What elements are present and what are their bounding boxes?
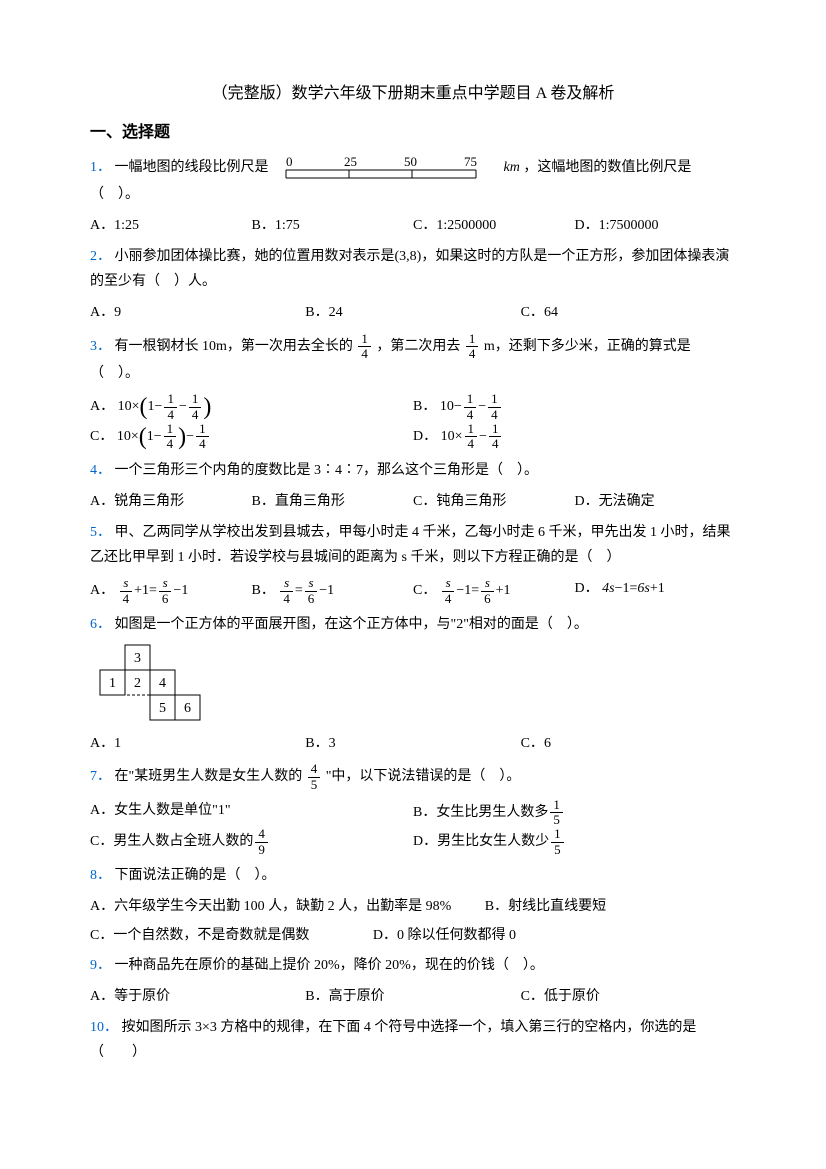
svg-text:5: 5 [159, 701, 166, 716]
option-a: A．锐角三角形 [90, 489, 252, 514]
option-c: C．钝角三角形 [413, 489, 575, 514]
option-b: B．高于原价 [305, 984, 520, 1009]
option-a: A．9 [90, 300, 305, 325]
question-text: 在"某班男生人数是女生人数的 [115, 769, 303, 784]
fraction: 45 [308, 762, 321, 792]
question-6: 6． 如图是一个正方体的平面展开图，在这个正方体中，与"2"相对的面是（ ）。 [90, 612, 736, 637]
question-number: 10． [90, 1020, 118, 1035]
option-b: B． 10−14−14 [413, 392, 736, 422]
option-b: B．1:75 [252, 213, 414, 238]
svg-text:75: 75 [464, 154, 477, 169]
option-c: C．1:2500000 [413, 213, 575, 238]
option-d: D．男生比女生人数少15 [413, 827, 736, 857]
svg-text:6: 6 [184, 701, 191, 716]
option-c: C．6 [521, 731, 736, 756]
question-text: 一幅地图的线段比例尺是 [115, 160, 269, 175]
question-text: 甲、乙两同学从学校出发到县城去，甲每小时走 4 千米，乙每小时走 6 千米，甲先… [90, 525, 731, 565]
question-7: 7． 在"某班男生人数是女生人数的 45 "中，以下说法错误的是（ ）。 [90, 762, 736, 792]
option-a: A．1:25 [90, 213, 252, 238]
options-q8: A．六年级学生今天出勤 100 人，缺勤 2 人，出勤率是 98% B．射线比直… [90, 894, 736, 948]
question-5: 5． 甲、乙两同学从学校出发到县城去，甲每小时走 4 千米，乙每小时走 6 千米… [90, 520, 736, 570]
question-number: 8． [90, 868, 111, 883]
question-9: 9． 一种商品先在原价的基础上提价 20%，降价 20%，现在的价钱（ ）。 [90, 953, 736, 978]
fraction: 14 [466, 332, 479, 362]
option-a: A．等于原价 [90, 984, 305, 1009]
section-heading: 一、选择题 [90, 119, 736, 148]
svg-text:4: 4 [159, 676, 166, 691]
unit-label: km [504, 160, 520, 175]
options-q2: A．9 B．24 C．64 [90, 300, 736, 325]
option-b: B．3 [305, 731, 520, 756]
question-2: 2． 小丽参加团体操比赛，她的位置用数对表示是(3,8)，如果这时的方队是一个正… [90, 244, 736, 294]
options-q7: A．女生人数是单位"1" B．女生比男生人数多15 C．男生人数占全班人数的49… [90, 798, 736, 857]
option-d: D． 4s−1=6s+1 [575, 576, 737, 606]
option-row: A．六年级学生今天出勤 100 人，缺勤 2 人，出勤率是 98% B．射线比直… [90, 894, 736, 919]
question-4: 4． 一个三角形三个内角的度数比是 3∶4∶7，那么这个三角形是（ ）。 [90, 458, 736, 483]
option-b: B．直角三角形 [252, 489, 414, 514]
question-number: 3． [90, 339, 111, 354]
svg-text:50: 50 [404, 154, 417, 169]
question-text: 一种商品先在原价的基础上提价 20%，降价 20%，现在的价钱（ ）。 [115, 958, 544, 973]
options-q9: A．等于原价 B．高于原价 C．低于原价 [90, 984, 736, 1009]
options-q3: A． 10×(1−14−14) B． 10−14−14 C． 10×(1−14)… [90, 392, 736, 451]
options-q6: A．1 B．3 C．6 [90, 731, 736, 756]
option-a: A． s4+1=s6−1 [90, 576, 252, 606]
question-10: 10． 按如图所示 3×3 方格中的规律，在下面 4 个符号中选择一个，填入第三… [90, 1015, 736, 1065]
question-text: 下面说法正确的是（ ）。 [115, 868, 276, 883]
ruler-graphic: 0 25 50 75 [276, 154, 496, 182]
question-text: "中，以下说法错误的是（ ）。 [326, 769, 521, 784]
question-number: 6． [90, 617, 111, 632]
svg-text:3: 3 [134, 651, 141, 666]
option-a: A．女生人数是单位"1" [90, 798, 413, 828]
question-number: 1． [90, 160, 111, 175]
question-8: 8． 下面说法正确的是（ ）。 [90, 863, 736, 888]
question-number: 2． [90, 249, 111, 264]
option-c: C．低于原价 [521, 984, 736, 1009]
question-number: 7． [90, 769, 111, 784]
question-text: 一个三角形三个内角的度数比是 3∶4∶7，那么这个三角形是（ ）。 [115, 463, 539, 478]
option-b: B．24 [305, 300, 520, 325]
question-text: ，第二次用去 [376, 339, 460, 354]
option-d: D．无法确定 [575, 489, 737, 514]
question-text: 按如图所示 3×3 方格中的规律，在下面 4 个符号中选择一个，填入第三行的空格… [90, 1020, 696, 1060]
option-c: C．男生人数占全班人数的49 [90, 827, 413, 857]
question-number: 9． [90, 958, 111, 973]
option-c: C． s4−1=s6+1 [413, 576, 575, 606]
question-text: 有一根钢材长 10m，第一次用去全长的 [115, 339, 353, 354]
option-c: C．64 [521, 300, 736, 325]
svg-text:0: 0 [286, 154, 293, 169]
question-number: 4． [90, 463, 111, 478]
option-c: C． 10×(1−14)−14 [90, 422, 413, 452]
svg-text:25: 25 [344, 154, 357, 169]
question-text: 小丽参加团体操比赛，她的位置用数对表示是(3,8)，如果这时的方队是一个正方形，… [90, 249, 729, 289]
option-a: A．1 [90, 731, 305, 756]
question-text: 如图是一个正方体的平面展开图，在这个正方体中，与"2"相对的面是（ ）。 [115, 617, 588, 632]
options-q5: A． s4+1=s6−1 B． s4=s6−1 C． s4−1=s6+1 D． … [90, 576, 736, 606]
option-b: B． s4=s6−1 [252, 576, 414, 606]
option-a: A． 10×(1−14−14) [90, 392, 413, 422]
option-b: B．女生比男生人数多15 [413, 798, 736, 828]
question-number: 5． [90, 525, 111, 540]
options-q1: A．1:25 B．1:75 C．1:2500000 D．1:7500000 [90, 213, 736, 238]
option-row: C．一个自然数，不是奇数就是偶数 D．0 除以任何数都得 0 [90, 923, 736, 948]
option-d: D．1:7500000 [575, 213, 737, 238]
question-1: 1． 一幅地图的线段比例尺是 0 25 50 75 km ，这幅地图的数值比例尺… [90, 154, 736, 207]
option-d: D． 10×14−14 [413, 422, 736, 452]
svg-text:1: 1 [109, 676, 116, 691]
fraction: 14 [358, 332, 371, 362]
svg-text:2: 2 [134, 676, 141, 691]
cube-net-diagram: 3 1 2 4 5 6 [90, 643, 736, 723]
options-q4: A．锐角三角形 B．直角三角形 C．钝角三角形 D．无法确定 [90, 489, 736, 514]
page-title: （完整版）数学六年级下册期末重点中学题目 A 卷及解析 [90, 80, 736, 109]
question-3: 3． 有一根钢材长 10m，第一次用去全长的 14 ，第二次用去 14 m，还剩… [90, 332, 736, 387]
